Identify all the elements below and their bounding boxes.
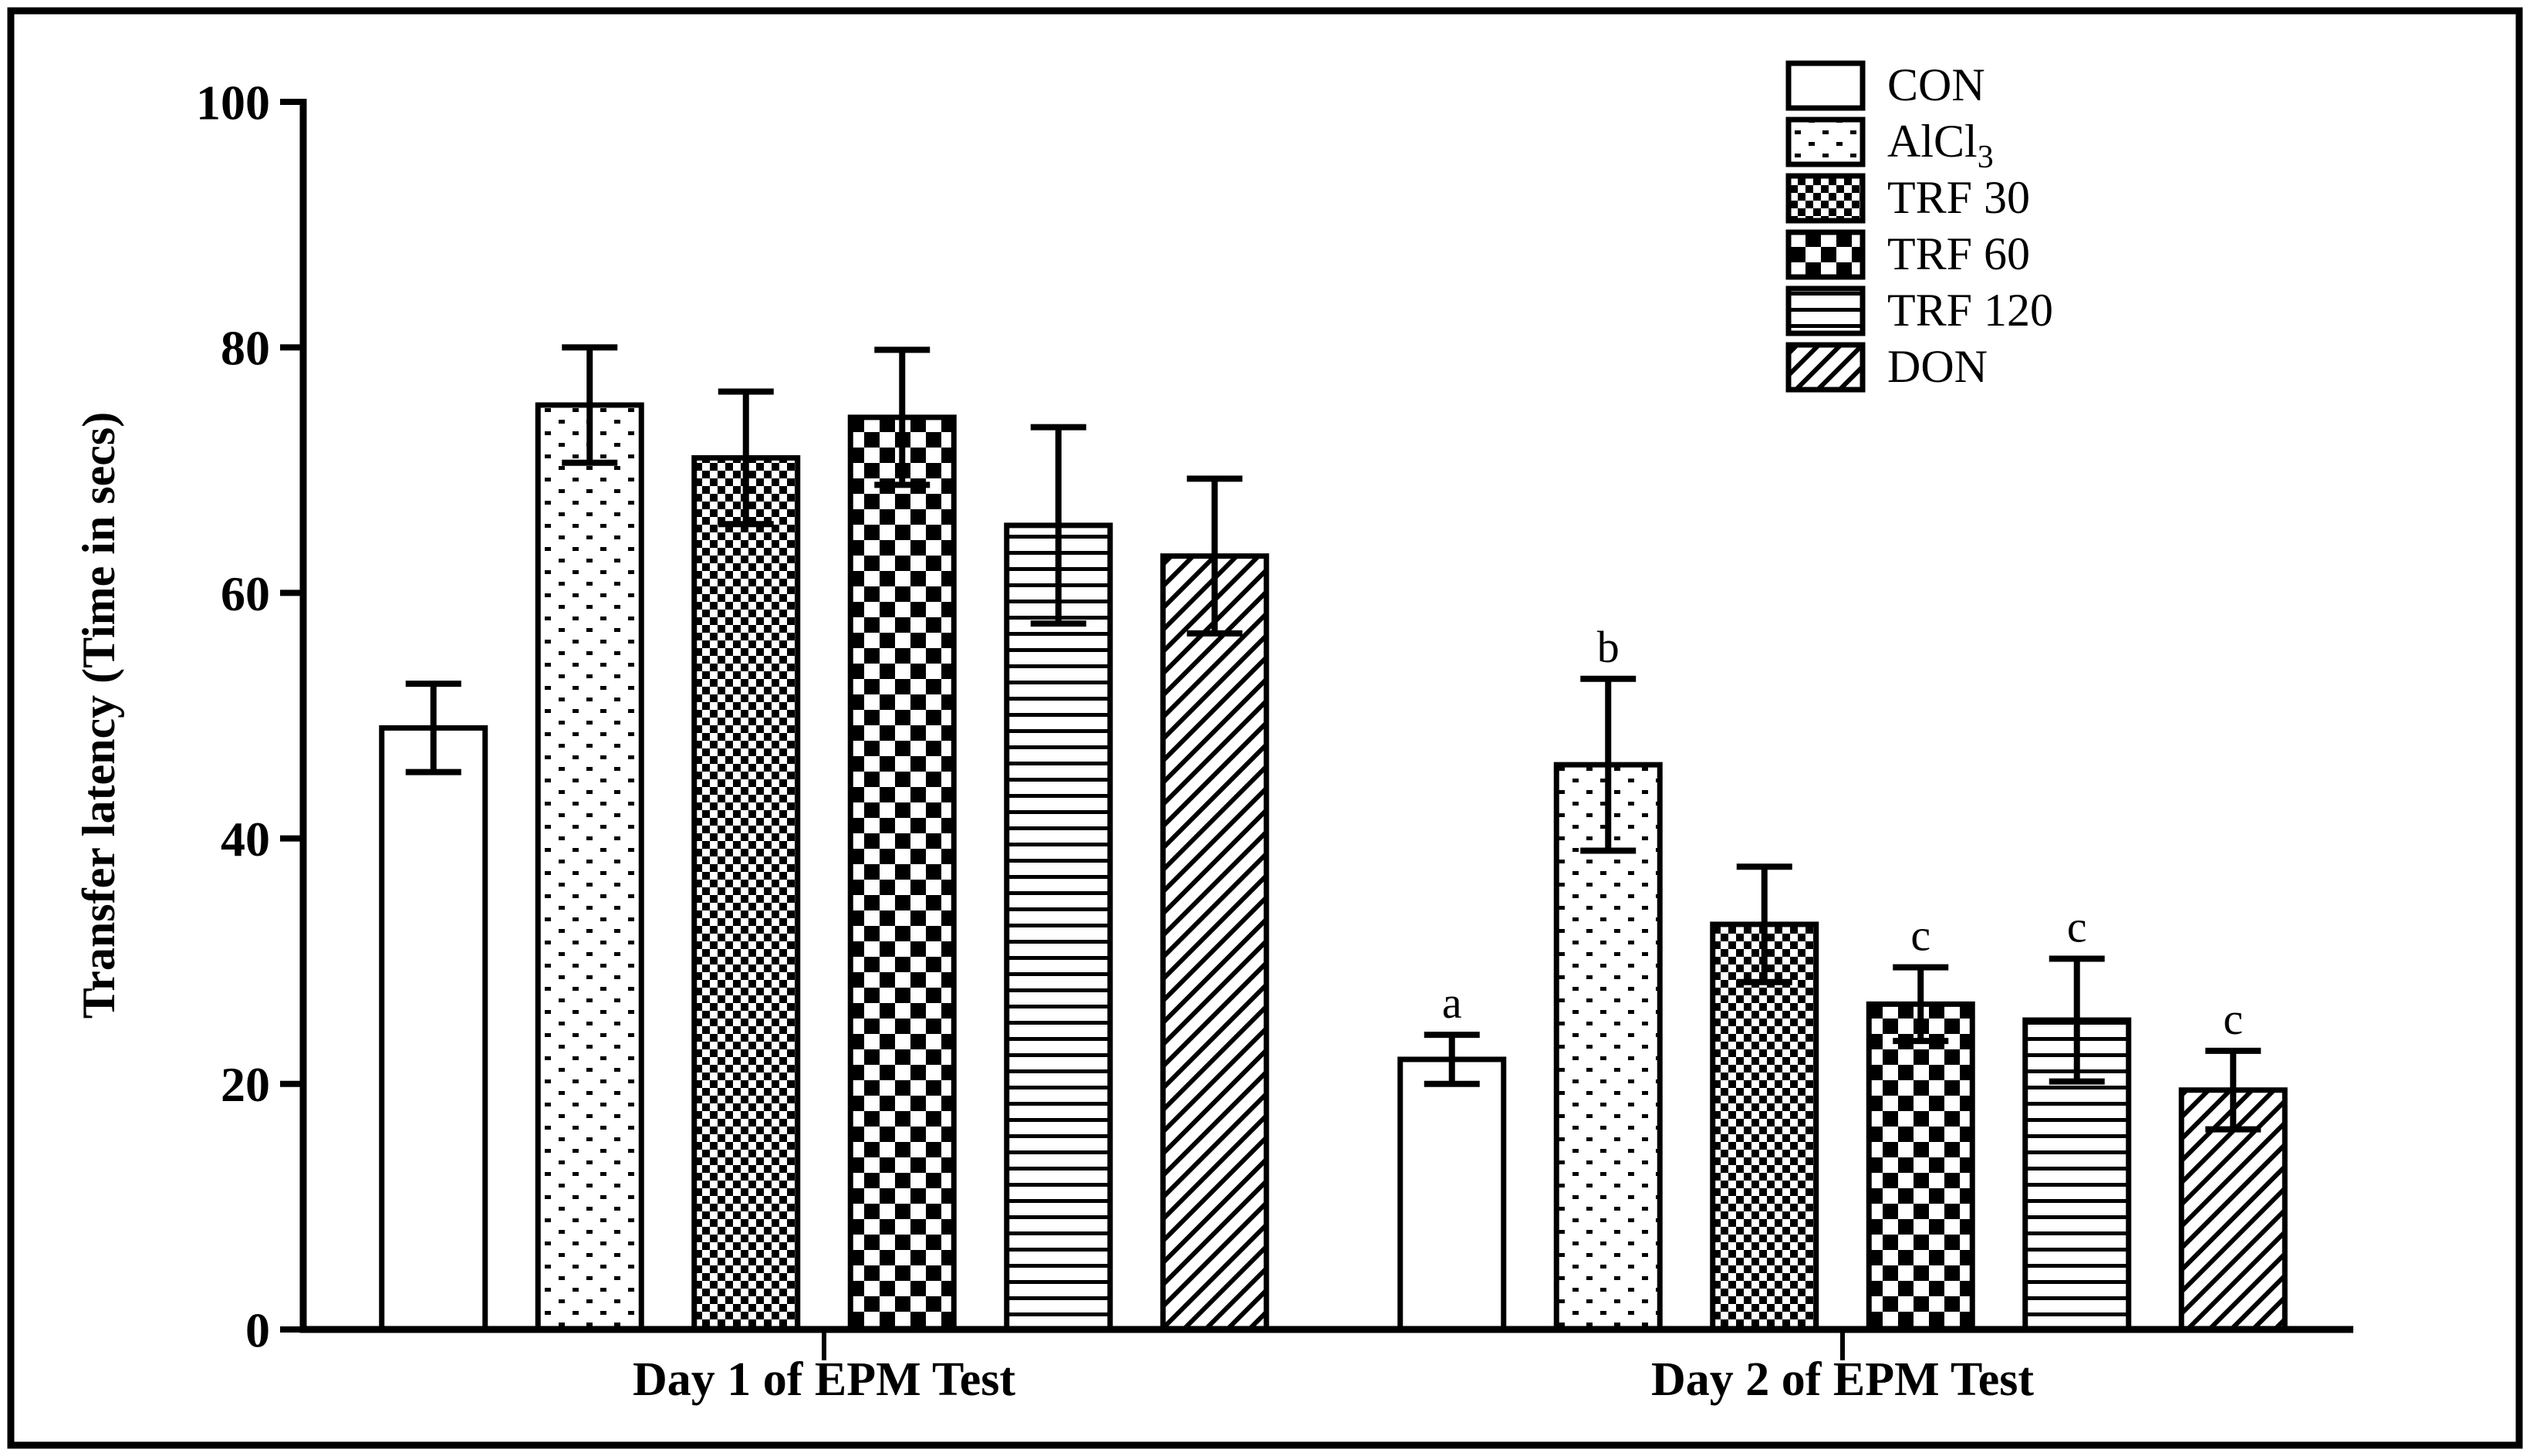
axes-layer: 0 20 40 60 80 100 (196, 75, 2353, 1360)
bars-layer (379, 402, 2288, 1333)
x-group-label-day2: Day 2 of EPM Test (1651, 1353, 2034, 1406)
y-tick-label-0: 0 (245, 1302, 270, 1357)
significance-letter-con-day2: a (1442, 978, 1462, 1028)
legend-swatch-trf-60 (1785, 229, 1866, 280)
legend-label-don: DON (1887, 341, 1988, 392)
legend-item-trf-60: TRF 60 (1785, 228, 2030, 280)
labels-layer: a b c c c Transfer latency (Time in secs) Day … (73, 412, 2243, 1406)
significance-letter-trf-60-day2: c (1910, 910, 1930, 961)
x-group-label-day1: Day 1 of EPM Test (633, 1353, 1015, 1406)
legend-label-con: CON (1887, 59, 1985, 110)
y-tick-label-60: 60 (221, 566, 270, 621)
bar-alcl3-day1 (535, 402, 644, 1333)
legend-label-trf-120: TRF 120 (1887, 285, 2053, 336)
significance-letter-alcl3-day2: b (1597, 622, 1620, 672)
legend-swatch-con (1785, 60, 1866, 111)
bar-don-day1 (1160, 553, 1269, 1333)
bar-trf-30-day1 (691, 454, 801, 1333)
legend-swatch-don (1785, 342, 1866, 393)
legend-label-trf-60: TRF 60 (1887, 228, 2030, 279)
legend-item-trf-30: TRF 30 (1785, 172, 2030, 224)
significance-letter-trf-120-day2: c (2067, 902, 2087, 952)
legend-item-alcl3: AlCl3 (1785, 116, 1994, 175)
y-tick-label-100: 100 (196, 75, 270, 130)
legend-swatch-alcl3 (1785, 117, 1866, 167)
bar-con-day1 (379, 725, 488, 1333)
y-axis-title: Transfer latency (Time in secs) (73, 412, 124, 1019)
bar-con-day2 (1397, 1056, 1507, 1333)
y-tick-label-20: 20 (221, 1057, 270, 1112)
y-tick-label-40: 40 (221, 812, 270, 867)
bar-trf-120-day1 (1004, 522, 1113, 1333)
figure-border (7, 7, 2523, 1449)
legend-label-trf-30: TRF 30 (1887, 172, 2030, 223)
legend-swatch-trf-120 (1785, 285, 1866, 336)
bar-trf-60-day1 (847, 414, 957, 1333)
legend-item-trf-120: TRF 120 (1785, 285, 2053, 336)
legend-item-don: DON (1785, 341, 1988, 393)
legend-item-con: CON (1785, 59, 1985, 111)
bar-trf-60-day2 (1866, 1001, 1975, 1333)
significance-letter-don-day2: c (2223, 994, 2243, 1044)
legend-swatch-trf-30 (1785, 173, 1866, 224)
legend-label-alcl3: AlCl3 (1887, 116, 1994, 175)
errors-layer (405, 344, 2261, 1133)
y-tick-label-80: 80 (221, 321, 270, 376)
